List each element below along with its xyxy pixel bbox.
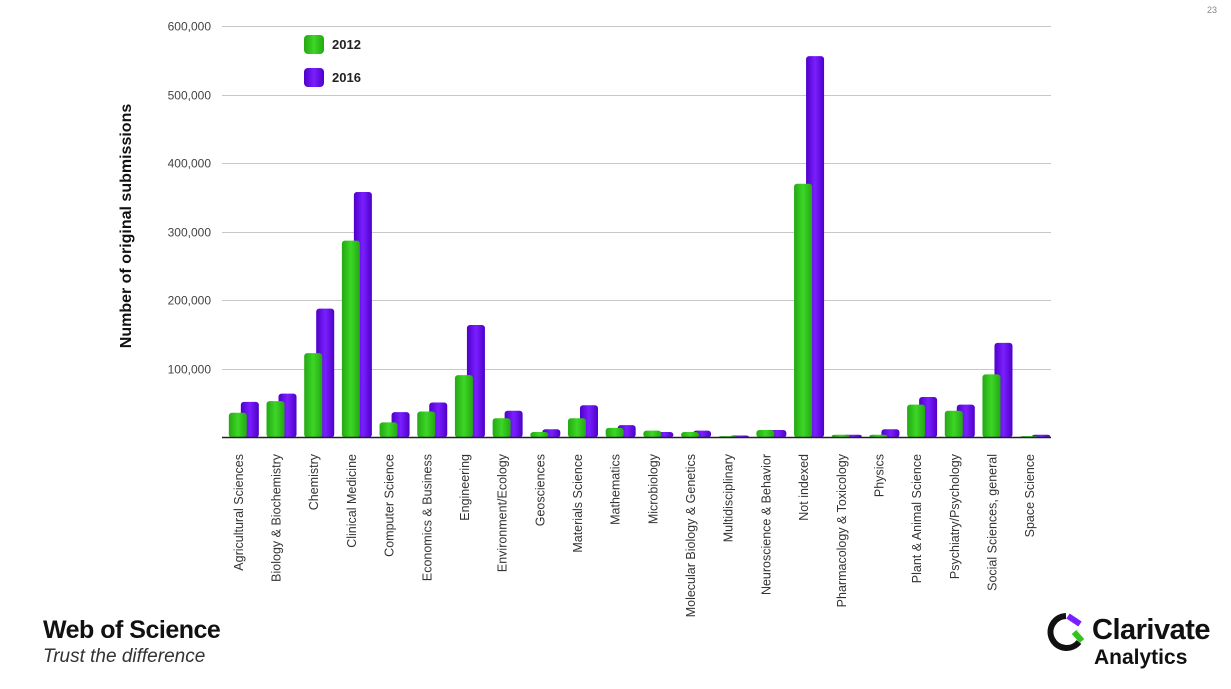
y-tick-label: 400,000 — [168, 157, 212, 171]
x-axis-ticks: Agricultural Sciences Biology & Biochemis… — [232, 453, 1037, 617]
bar-2012 — [379, 422, 398, 438]
x-tick-label: Economics & Business — [420, 454, 434, 581]
y-tick-label: 600,000 — [168, 20, 212, 34]
y-axis-ticks: 100,000 200,000 300,000 400,000 500,000 600,0… — [168, 20, 212, 377]
x-tick-label: Multidisciplinary — [722, 453, 736, 542]
bar-2012 — [417, 411, 436, 438]
bars — [228, 56, 1051, 438]
brand-tagline: Trust the difference — [43, 646, 206, 667]
x-tick-label: Neuroscience & Behavior — [759, 454, 773, 595]
brand-sub: Analytics — [1094, 646, 1188, 669]
brand-name: Clarivate — [1092, 614, 1211, 646]
legend-label-2012: 2012 — [332, 37, 361, 52]
bar-2012 — [530, 432, 549, 438]
x-tick-label: Engineering — [458, 454, 472, 521]
y-axis-label: Number of original submissions — [118, 104, 135, 349]
bar-2012 — [304, 353, 323, 438]
x-tick-label: Social Sciences, general — [985, 454, 999, 591]
x-tick-label: Physics — [872, 454, 886, 497]
x-tick-label: Chemistry — [307, 453, 321, 510]
page-number: 23 — [1206, 5, 1217, 15]
bar-2012 — [266, 401, 285, 438]
x-tick-label: Computer Science — [383, 454, 397, 557]
bar-2012 — [794, 183, 813, 438]
y-tick-label: 300,000 — [168, 226, 212, 240]
bar-2012 — [567, 418, 586, 438]
x-tick-label: Biology & Biochemistry — [270, 453, 284, 582]
x-tick-label: Geosciences — [533, 454, 547, 526]
y-tick-label: 200,000 — [168, 294, 212, 308]
x-tick-label: Not indexed — [797, 454, 811, 521]
web-of-science-brand: Web of Science Trust the difference — [43, 616, 221, 668]
y-tick-label: 100,000 — [168, 363, 212, 377]
bar-2012 — [492, 418, 511, 438]
x-tick-label: Psychiatry/Psychology — [948, 453, 962, 579]
legend-label-2016: 2016 — [332, 70, 361, 85]
x-tick-label: Microbiology — [646, 453, 660, 524]
x-tick-label: Pharmacology & Toxicology — [835, 453, 849, 607]
legend-swatch-2012 — [304, 35, 324, 54]
bar-2012 — [681, 432, 700, 438]
bar-2012 — [907, 404, 926, 438]
bar-2012 — [944, 410, 963, 438]
bar-2012 — [982, 374, 1001, 438]
bar-2012 — [643, 430, 662, 438]
y-tick-label: 500,000 — [168, 89, 212, 103]
brand-title: Web of Science — [43, 616, 221, 644]
legend-swatch-2016 — [304, 68, 324, 87]
clarivate-logo-icon — [1047, 613, 1085, 651]
bar-2012 — [605, 427, 624, 438]
x-tick-label: Clinical Medicine — [345, 454, 359, 548]
bar-2012 — [228, 412, 247, 438]
x-tick-label: Agricultural Sciences — [232, 454, 246, 571]
bar-2012 — [756, 429, 775, 438]
x-tick-label: Molecular Biology & Genetics — [684, 454, 698, 617]
bar-2012 — [341, 240, 360, 438]
x-tick-label: Environment/Ecology — [496, 453, 510, 572]
x-tick-label: Space Science — [1023, 454, 1037, 537]
legend: 2012 2016 — [304, 35, 361, 87]
clarivate-brand: Clarivate Analytics — [1046, 612, 1231, 674]
x-tick-label: Materials Science — [571, 454, 585, 553]
x-tick-label: Mathematics — [609, 454, 623, 525]
x-tick-label: Plant & Animal Science — [910, 454, 924, 583]
bar-2012 — [454, 375, 473, 438]
